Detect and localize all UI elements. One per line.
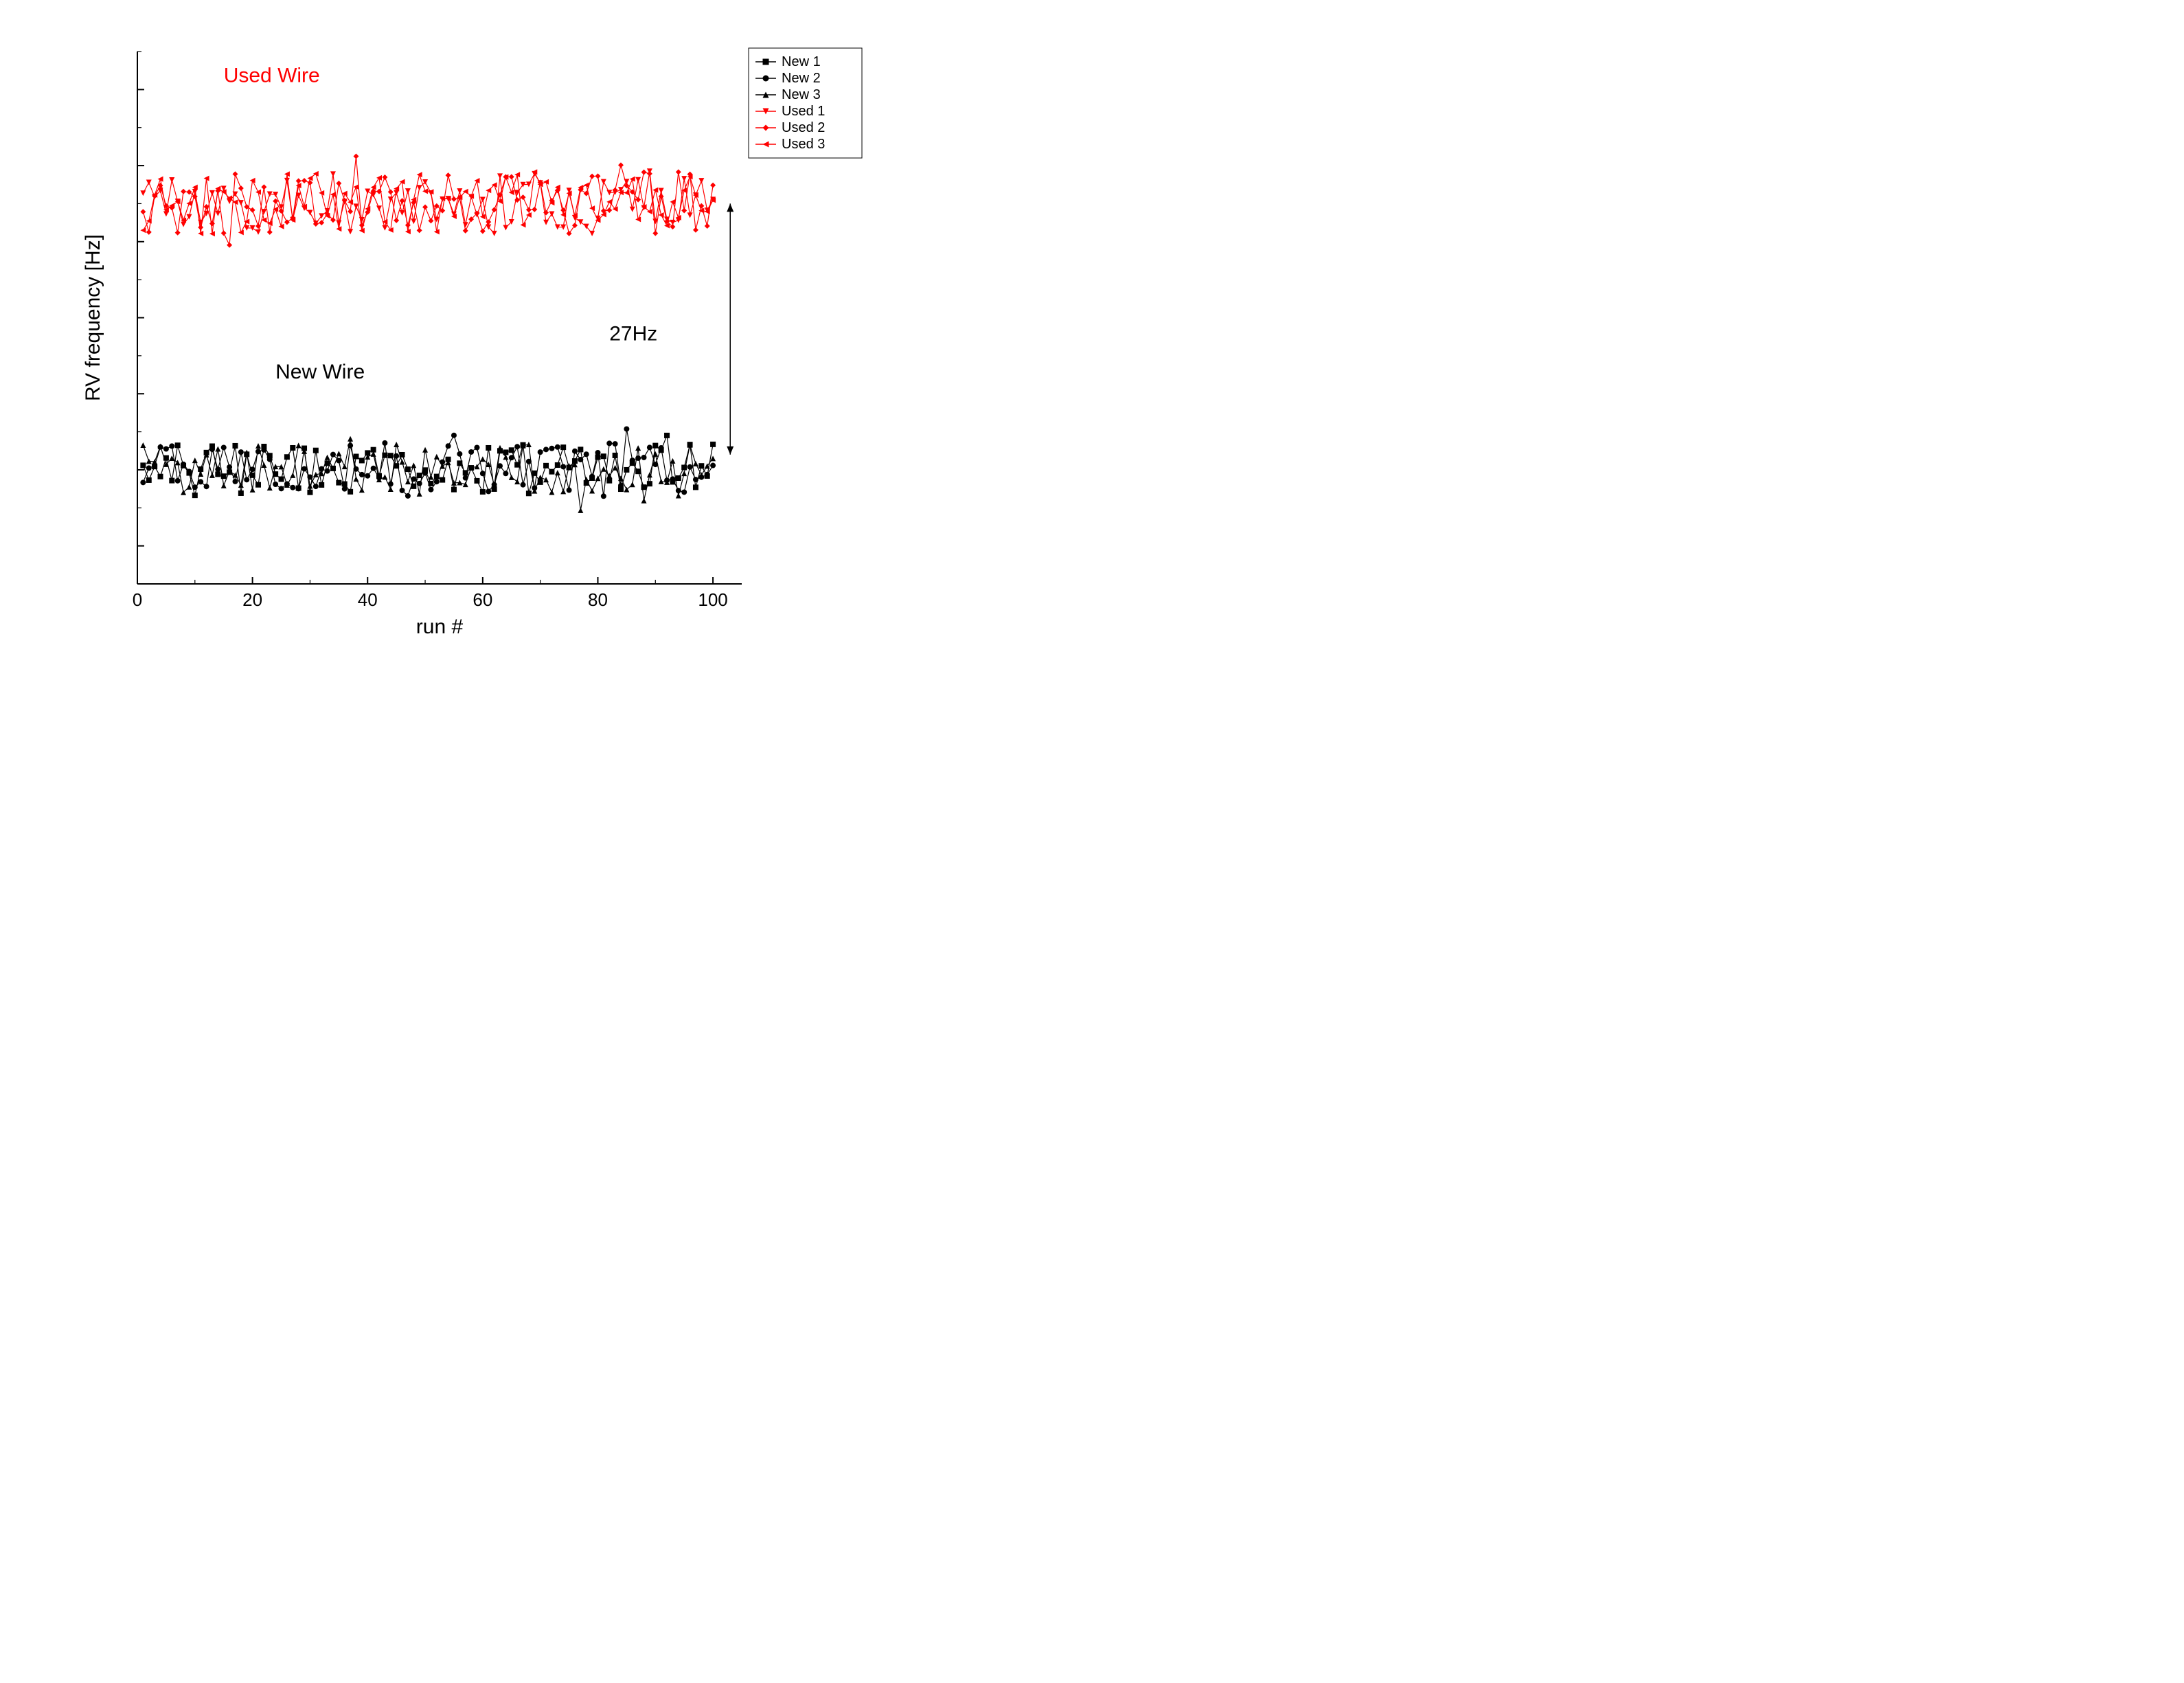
new-wire-label: New Wire: [275, 361, 365, 383]
legend-item-label: Used 3: [782, 137, 825, 152]
x-axis-label: run #: [416, 615, 464, 638]
x-tick-label: 100: [698, 589, 727, 610]
used-wire-label: Used Wire: [224, 64, 320, 87]
x-tick-label: 80: [588, 589, 608, 610]
legend-item-label: Used 2: [782, 120, 825, 135]
legend-item-label: Used 1: [782, 104, 825, 119]
legend-item-label: New 3: [782, 87, 821, 102]
y-axis-label: RV frequency [Hz]: [82, 234, 104, 401]
legend-item-label: New 2: [782, 71, 821, 86]
x-tick-label: 60: [473, 589, 492, 610]
x-tick-label: 0: [133, 589, 142, 610]
x-tick-label: 40: [358, 589, 378, 610]
rv-frequency-chart: 0 20 40 60 80 100 run # RV frequency [Hz] Used W…: [0, 0, 874, 673]
chart-container: 0 20 40 60 80 100 run # RV frequency [Hz] Used W…: [0, 0, 874, 673]
legend-item-label: New 1: [782, 54, 821, 69]
gap-label: 27Hz: [609, 323, 657, 346]
x-tick-label: 20: [242, 589, 262, 610]
